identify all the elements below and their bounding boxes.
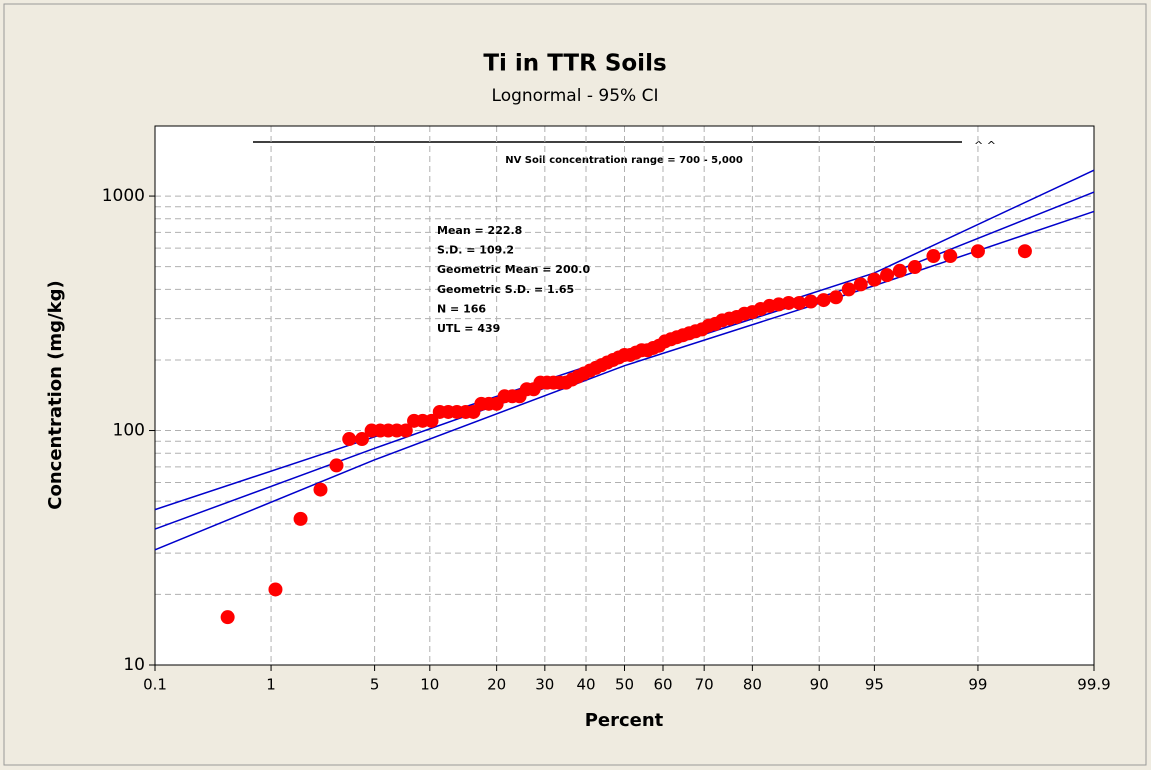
data-point	[828, 290, 843, 305]
x-tick-label: 70	[695, 676, 714, 694]
y-axis-label: Concentration (mg/kg)	[45, 280, 66, 509]
x-tick-label: 99	[968, 676, 987, 694]
chart-subtitle: Lognormal - 95% CI	[492, 86, 659, 106]
data-point	[853, 277, 868, 292]
data-point	[880, 268, 895, 283]
plot-border	[154, 125, 1095, 666]
data-point	[816, 293, 831, 308]
x-tick-label: 40	[576, 676, 595, 694]
stats-label: N = 166	[437, 302, 486, 315]
stats-label: UTL = 439	[437, 322, 500, 335]
x-tick-label: 90	[810, 676, 829, 694]
data-point	[293, 511, 308, 526]
x-tick-label: 60	[653, 676, 672, 694]
x-tick-label: 20	[487, 676, 506, 694]
data-point	[313, 482, 328, 497]
x-tick-label: 1	[266, 676, 276, 694]
data-point	[342, 432, 357, 447]
stats-label: Mean = 222.8	[437, 224, 522, 237]
caret-label: ^ ^	[974, 139, 996, 152]
x-tick-label: 99.9	[1077, 676, 1110, 694]
x-axis-label: Percent	[585, 710, 664, 731]
data-point	[220, 610, 235, 625]
data-point	[970, 244, 985, 259]
y-tick-label: 100	[113, 421, 145, 441]
data-point	[867, 272, 882, 287]
data-point	[943, 249, 958, 264]
data-point	[268, 582, 283, 597]
data-point	[803, 294, 818, 309]
data-point	[329, 458, 344, 473]
data-point	[792, 295, 807, 310]
x-tick-label: 10	[420, 676, 439, 694]
plot-area	[155, 126, 1094, 665]
data-point	[424, 413, 439, 428]
chart-title: Ti in TTR Soils	[483, 51, 666, 77]
y-tick-label: 10	[123, 655, 145, 675]
stats-label: S.D. = 109.2	[437, 244, 514, 257]
data-point	[354, 432, 369, 447]
data-point	[398, 423, 413, 438]
data-point	[1017, 244, 1032, 259]
x-tick-label: 0.1	[143, 676, 167, 694]
data-point	[892, 263, 907, 278]
x-tick-label: 5	[370, 676, 380, 694]
x-tick-label: 80	[743, 676, 762, 694]
x-tick-label: 95	[865, 676, 884, 694]
x-tick-label: 30	[535, 676, 554, 694]
data-point	[781, 295, 796, 310]
x-tick-label: 50	[615, 676, 634, 694]
data-point	[907, 260, 922, 275]
data-point	[841, 282, 856, 297]
stats-label: Geometric S.D. = 1.65	[437, 283, 574, 296]
stats-label: Geometric Mean = 200.0	[437, 263, 590, 276]
y-tick-label: 1000	[102, 186, 145, 206]
data-point	[926, 249, 941, 264]
